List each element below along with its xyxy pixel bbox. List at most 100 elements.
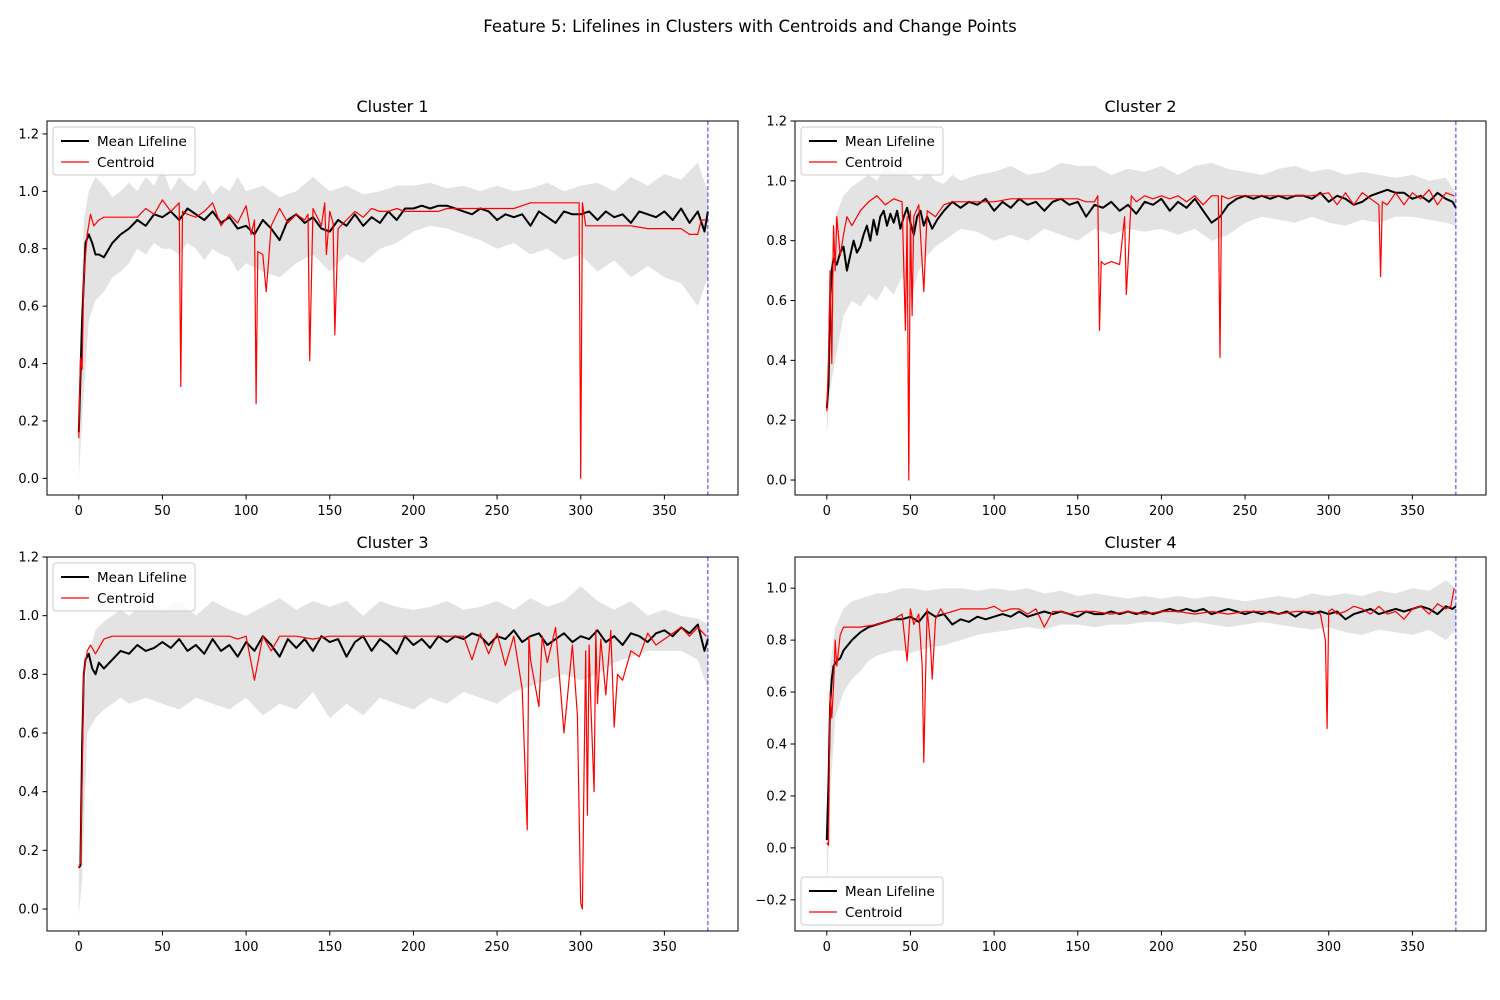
x-tick-label: 250 [1233, 940, 1258, 955]
y-tick-label: 0.2 [766, 789, 787, 804]
x-tick-label: 350 [652, 504, 677, 519]
lifeline-band [826, 580, 1456, 900]
legend-label: Mean Lifeline [845, 884, 935, 900]
y-tick-label: 1.0 [18, 609, 39, 624]
x-tick-label: 200 [401, 504, 426, 519]
x-tick-label: 100 [234, 504, 259, 519]
axes-frame [46, 120, 739, 496]
y-tick-label: 0.8 [18, 668, 39, 683]
x-tick-label: 300 [1316, 504, 1341, 519]
y-tick-label: 0.0 [766, 474, 787, 489]
legend-box [800, 126, 944, 176]
y-tick-label: 0.8 [766, 234, 787, 249]
y-tick-label: 0.8 [766, 634, 787, 649]
y-tick-label: 1.2 [18, 551, 39, 566]
cluster-4-chart: 0 50 100 150 200 250 300 350 −0.2 0.0 0.2 0.4 0.6 0.8… [755, 533, 1487, 955]
x-tick-label: 150 [317, 940, 342, 955]
x-tick-label: 0 [823, 504, 831, 519]
y-tick-label: 0.0 [18, 472, 39, 487]
legend: Mean Lifeline Centroid [52, 562, 196, 612]
y-tick-label: 1.0 [766, 582, 787, 597]
y-tick-label: 0.6 [766, 294, 787, 309]
x-tick-label: 100 [234, 940, 259, 955]
y-tick-label: 0.8 [18, 242, 39, 257]
panel-title: Cluster 1 [356, 97, 428, 116]
cluster-3-chart: 0 50 100 150 200 250 300 350 0.0 0.2 0.4 0.6 0.8 1.0 1… [18, 533, 739, 955]
x-tick-label: 200 [1149, 940, 1174, 955]
x-tick-label: 50 [154, 940, 171, 955]
x-tick-label: 50 [902, 504, 919, 519]
y-tick-label: 0.2 [766, 414, 787, 429]
centroid-series [826, 189, 1455, 481]
x-tick-label: 350 [1400, 940, 1425, 955]
legend-label: Mean Lifeline [97, 570, 187, 586]
y-tick-label: 0.0 [766, 841, 787, 856]
lifeline-band [78, 586, 708, 915]
x-tick-label: 150 [317, 504, 342, 519]
x-tick-label: 150 [1065, 504, 1090, 519]
axes-frame [794, 120, 1487, 496]
y-tick-label: 0.6 [18, 300, 39, 315]
legend-box [800, 876, 944, 926]
cluster-2-chart: 0 50 100 150 200 250 300 350 0.0 0.2 0.4 0.6 0.8 1.0 1… [766, 97, 1487, 519]
x-tick-label: 50 [154, 504, 171, 519]
centroid-series [78, 199, 707, 479]
y-tick-label: 0.6 [766, 686, 787, 701]
y-tick-label: 0.4 [766, 738, 787, 753]
lifeline-band [826, 162, 1456, 436]
legend-box [52, 562, 196, 612]
x-tick-label: 200 [401, 940, 426, 955]
legend: Mean Lifeline Centroid [800, 876, 944, 926]
y-tick-label: 1.2 [766, 115, 787, 130]
centroid-series [78, 626, 707, 910]
axes-frame [46, 556, 739, 932]
x-tick-label: 350 [1400, 504, 1425, 519]
figure-title: Feature 5: Lifelines in Clusters with Ce… [483, 17, 1017, 36]
x-tick-label: 50 [902, 940, 919, 955]
x-tick-label: 300 [568, 940, 593, 955]
x-tick-label: 250 [1233, 504, 1258, 519]
legend-label: Centroid [97, 155, 154, 171]
legend-label: Centroid [97, 591, 154, 607]
y-tick-label: 1.2 [18, 127, 39, 142]
mean-lifeline-series [77, 623, 709, 869]
panel-title: Cluster 4 [1104, 533, 1176, 552]
x-tick-label: 200 [1149, 504, 1174, 519]
x-tick-label: 300 [568, 504, 593, 519]
y-tick-label: 1.0 [766, 174, 787, 189]
panel-title: Cluster 3 [356, 533, 428, 552]
mean-lifeline-series [77, 204, 709, 433]
y-tick-label: 0.4 [18, 357, 39, 372]
legend-box [52, 126, 196, 176]
y-tick-label: 0.2 [18, 844, 39, 859]
legend-label: Mean Lifeline [97, 134, 187, 150]
plot-area [825, 121, 1457, 495]
cluster-1-chart: 0 50 100 150 200 250 300 350 0.0 0.2 0.4 0.6 0.8 1.0 1… [18, 97, 739, 519]
x-tick-label: 100 [982, 504, 1007, 519]
x-tick-label: 250 [485, 504, 510, 519]
plot-area [77, 121, 709, 495]
y-tick-label: 0.4 [766, 354, 787, 369]
plot-area [77, 557, 709, 931]
mean-lifeline-series [825, 605, 1457, 841]
x-tick-label: 350 [652, 940, 677, 955]
y-tick-label: −0.2 [755, 893, 787, 908]
legend: Mean Lifeline Centroid [52, 126, 196, 176]
legend-label: Centroid [845, 155, 902, 171]
legend-label: Mean Lifeline [845, 134, 935, 150]
y-tick-label: 0.0 [18, 903, 39, 918]
x-tick-label: 300 [1316, 940, 1341, 955]
legend: Mean Lifeline Centroid [800, 126, 944, 176]
centroid-series [826, 588, 1455, 846]
panel-title: Cluster 2 [1104, 97, 1176, 116]
plot-area [825, 557, 1457, 931]
y-tick-label: 1.0 [18, 185, 39, 200]
y-tick-label: 0.2 [18, 414, 39, 429]
y-tick-label: 0.4 [18, 785, 39, 800]
x-tick-label: 0 [75, 940, 83, 955]
x-tick-label: 150 [1065, 940, 1090, 955]
x-tick-label: 100 [982, 940, 1007, 955]
mean-lifeline-series [825, 188, 1457, 409]
y-tick-label: 0.6 [18, 727, 39, 742]
